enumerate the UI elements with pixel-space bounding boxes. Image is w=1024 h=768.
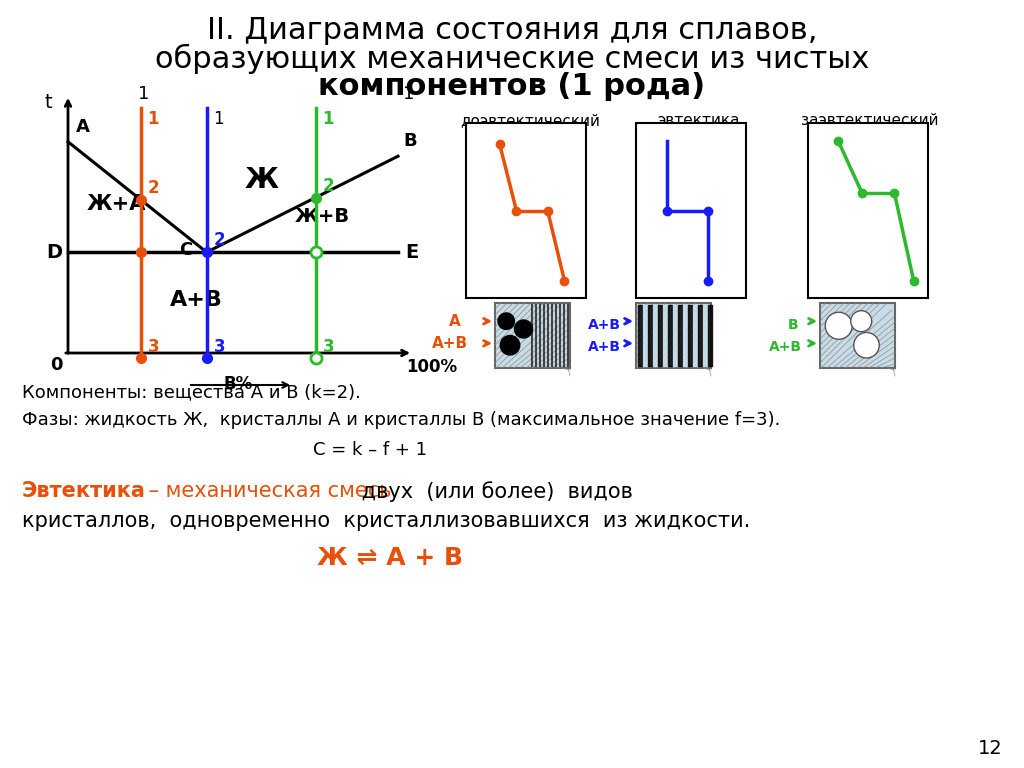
Circle shape xyxy=(851,311,871,332)
Text: 1: 1 xyxy=(822,123,833,137)
Text: E: E xyxy=(406,243,419,262)
Text: А+В: А+В xyxy=(768,340,802,354)
Text: 3: 3 xyxy=(147,338,159,356)
Circle shape xyxy=(514,320,532,338)
Text: эвтектика: эвтектика xyxy=(656,113,739,128)
Text: А: А xyxy=(450,313,461,329)
Text: образующих механические смеси из чистых: образующих механические смеси из чистых xyxy=(155,44,869,74)
Text: 1: 1 xyxy=(214,110,224,128)
Text: 2': 2' xyxy=(551,191,566,207)
Text: – механическая смесь: – механическая смесь xyxy=(142,481,391,501)
Bar xyxy=(466,123,586,298)
Bar xyxy=(636,123,746,298)
Text: А+В: А+В xyxy=(588,318,621,332)
Text: Эвтектика: Эвтектика xyxy=(22,481,145,501)
Text: 1: 1 xyxy=(650,123,660,137)
Circle shape xyxy=(498,313,514,329)
Text: 3: 3 xyxy=(323,338,334,356)
Text: А+В: А+В xyxy=(170,290,223,310)
Text: 1: 1 xyxy=(138,85,150,103)
Text: 1: 1 xyxy=(323,110,334,128)
Text: кристаллов,  одновременно  кристаллизовавшихся  из жидкости.: кристаллов, одновременно кристаллизовавш… xyxy=(22,511,751,531)
Text: двух  (или более)  видов: двух (или более) видов xyxy=(355,481,633,502)
Text: компонентов (1 рода): компонентов (1 рода) xyxy=(318,72,706,101)
Text: 12: 12 xyxy=(978,739,1002,757)
Text: С = k – f + 1: С = k – f + 1 xyxy=(313,441,427,459)
Text: C: C xyxy=(179,241,193,260)
Text: 3: 3 xyxy=(567,280,578,296)
Text: 2: 2 xyxy=(651,191,662,207)
Text: заэвтектический: заэвтектический xyxy=(801,113,939,128)
Text: В: В xyxy=(787,318,799,332)
Text: 2: 2 xyxy=(214,231,225,249)
Text: Ж+В: Ж+В xyxy=(295,207,350,226)
Text: 3: 3 xyxy=(916,280,927,296)
Text: 2: 2 xyxy=(323,177,334,194)
Text: Ж: Ж xyxy=(245,166,279,194)
Text: D: D xyxy=(46,243,62,262)
Text: B%: B% xyxy=(223,375,253,393)
Text: 2': 2' xyxy=(897,174,913,189)
Text: Ж+А: Ж+А xyxy=(86,194,145,214)
Text: 1: 1 xyxy=(482,126,493,141)
Text: 2': 2' xyxy=(711,191,726,207)
Text: Компоненты: вещества А и В (k=2).: Компоненты: вещества А и В (k=2). xyxy=(22,383,360,401)
Bar xyxy=(636,303,711,368)
Text: 2: 2 xyxy=(147,179,159,197)
Text: t: t xyxy=(44,94,52,112)
Text: Ж ⇌ А + В: Ж ⇌ А + В xyxy=(317,546,463,570)
Circle shape xyxy=(501,336,520,355)
Bar xyxy=(808,123,928,298)
Text: B: B xyxy=(403,132,417,151)
Circle shape xyxy=(825,313,852,339)
Text: 2: 2 xyxy=(846,174,857,189)
Text: 3: 3 xyxy=(711,280,721,296)
Text: доэвтектический: доэвтектический xyxy=(460,113,600,128)
Text: 1: 1 xyxy=(147,110,159,128)
Bar xyxy=(820,303,895,368)
Text: А+В: А+В xyxy=(432,336,468,351)
Text: 0: 0 xyxy=(50,356,62,374)
Text: 3: 3 xyxy=(214,338,225,356)
Text: II. Диаграмма состояния для сплавов,: II. Диаграмма состояния для сплавов, xyxy=(207,16,817,45)
Text: Фазы: жидкость Ж,  кристаллы А и кристаллы В (максимальное значение f=3).: Фазы: жидкость Ж, кристаллы А и кристалл… xyxy=(22,411,780,429)
Text: 2: 2 xyxy=(501,191,511,207)
Text: A: A xyxy=(76,118,90,136)
Text: 100%: 100% xyxy=(406,358,457,376)
Bar xyxy=(495,303,570,368)
Text: 1: 1 xyxy=(403,85,415,103)
Circle shape xyxy=(854,333,880,358)
Text: А+В: А+В xyxy=(588,340,621,354)
